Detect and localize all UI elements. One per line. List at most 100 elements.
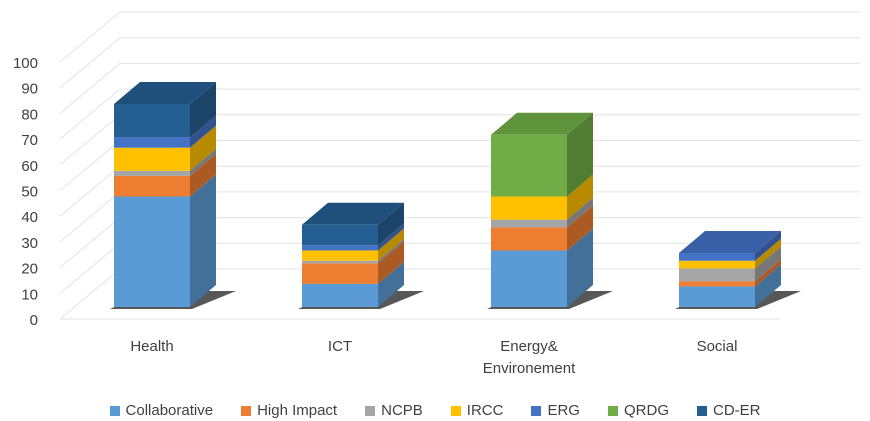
- bar-segment: [302, 228, 404, 261]
- legend-swatch: [241, 405, 252, 416]
- bar-segment: [302, 223, 404, 251]
- bar-segment: [491, 174, 593, 220]
- bar-side: [190, 148, 216, 176]
- bar-segment: [302, 202, 404, 246]
- x-tick-label: ICT: [328, 338, 352, 355]
- chart-svg: 0 10 20 30 40 50 60 70 80 90 100 Health ICT Energy& En…: [13, 11, 860, 377]
- bar-front: [302, 224, 378, 246]
- bar-front: [114, 137, 190, 148]
- bar-front: [114, 196, 190, 307]
- y-tick-label: 10: [21, 286, 38, 303]
- bar-segment: [302, 261, 404, 307]
- bar-segment: [679, 264, 781, 307]
- bar-front: [114, 147, 190, 171]
- x-tick-label: Health: [130, 338, 173, 355]
- bar-segment: [302, 238, 404, 264]
- bar-segment: [679, 259, 781, 287]
- legend-item: ERG: [531, 400, 580, 421]
- legend-swatch: [531, 405, 542, 416]
- bar-front: [114, 175, 190, 197]
- bar-segment: [114, 125, 216, 171]
- bar-front: [679, 253, 755, 261]
- legend-label: High Impact: [257, 402, 338, 419]
- y-tick-label: 70: [21, 132, 38, 149]
- bar-side: [190, 153, 216, 197]
- bar-side: [378, 228, 404, 261]
- bar-side: [755, 259, 781, 287]
- y-tick-label: 30: [21, 235, 38, 252]
- y-tick-label: 100: [13, 55, 38, 72]
- gridline: [59, 62, 860, 114]
- bar-side: [378, 238, 404, 264]
- bar-front: [491, 134, 567, 197]
- bar-side: [190, 125, 216, 171]
- gridline: [59, 37, 860, 89]
- legend-swatch: [365, 405, 376, 416]
- bar-side: [378, 202, 404, 246]
- bar-segment: [679, 231, 781, 261]
- bar-front: [679, 268, 755, 282]
- legend-label: NCPB: [381, 402, 423, 419]
- bar-side: [567, 112, 593, 197]
- bar-segment: [679, 246, 781, 282]
- bar-front: [491, 196, 567, 220]
- bars: [114, 81, 781, 307]
- y-tick-label: 60: [21, 158, 38, 175]
- bar-front: [114, 103, 190, 138]
- legend-label: Collaborative: [125, 402, 214, 419]
- bar-side: [567, 197, 593, 228]
- bar-front: [114, 170, 190, 176]
- bar-segment: [491, 197, 593, 228]
- bar-front: [302, 245, 378, 251]
- y-tick-label: 0: [30, 312, 38, 329]
- bar-top: [679, 231, 781, 254]
- bar-front: [302, 283, 378, 307]
- x-tick-label: Social: [697, 338, 738, 355]
- legend-item: IRCC: [450, 400, 504, 421]
- bar-segment: [302, 241, 404, 284]
- bar-side: [378, 223, 404, 251]
- axis-labels: 0 10 20 30 40 50 60 70 80 90 100 Health ICT Energy& En…: [13, 55, 737, 377]
- bar-side: [755, 264, 781, 307]
- bar-front: [491, 227, 567, 251]
- bar-top: [114, 81, 216, 104]
- legend-item: NCPB: [365, 400, 423, 421]
- bar-front: [302, 263, 378, 284]
- bar-segment: [114, 153, 216, 197]
- y-tick-label: 40: [21, 209, 38, 226]
- bar-front: [679, 281, 755, 287]
- legend-swatch: [607, 405, 618, 416]
- gridline: [59, 88, 860, 140]
- bar-segment: [491, 228, 593, 307]
- bar-side: [378, 261, 404, 307]
- y-tick-label: 20: [21, 261, 38, 278]
- legend: Collaborative High Impact NCPB IRCC ERG QRDG C…: [0, 400, 870, 421]
- bar-side: [190, 115, 216, 148]
- legend-label: IRCC: [466, 402, 504, 419]
- bar-front: [302, 260, 378, 264]
- gridline: [59, 11, 860, 63]
- legend-swatch: [450, 405, 461, 416]
- legend-item: Collaborative: [109, 400, 214, 421]
- bar-front: [679, 286, 755, 307]
- bar-segment: [114, 174, 216, 307]
- legend-swatch: [696, 405, 707, 416]
- bar-side: [190, 174, 216, 307]
- bar-side: [755, 238, 781, 269]
- y-tick-label: 80: [21, 106, 38, 123]
- bar-segment: [491, 112, 593, 197]
- bar-front: [679, 260, 755, 269]
- x-tick-label: Energy& Environement: [483, 338, 576, 377]
- bar-side: [755, 231, 781, 261]
- bar-side: [755, 246, 781, 282]
- legend-label: QRDG: [623, 402, 669, 419]
- bar-side: [567, 205, 593, 251]
- y-tick-label: 50: [21, 184, 38, 201]
- bar-top: [302, 202, 404, 225]
- legend-label: CD-ER: [712, 402, 761, 419]
- bar-segment: [491, 205, 593, 251]
- bar-segment: [114, 115, 216, 148]
- bar-side: [567, 228, 593, 307]
- y-tick-label: 90: [21, 81, 38, 98]
